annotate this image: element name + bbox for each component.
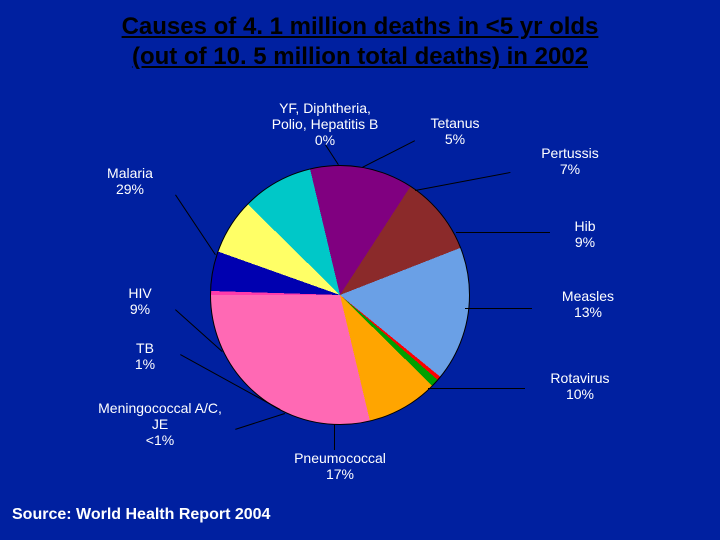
title-line2: (out of 10. 5 million total deaths) in 2…: [132, 43, 588, 70]
pie: [210, 165, 470, 425]
leader-line: [456, 232, 550, 233]
leader-line: [334, 424, 335, 450]
pie-label: YF, Diphtheria,Polio, Hepatitis B0%: [235, 100, 415, 148]
pie-label: Measles13%: [528, 288, 648, 320]
source-text: Source: World Health Report 2004: [12, 506, 270, 524]
slide: Causes of 4. 1 million deaths in <5 yr o…: [0, 0, 720, 540]
pie-label: Rotavirus10%: [520, 370, 640, 402]
leader-line: [415, 172, 510, 191]
pie-label: HIV9%: [100, 285, 180, 317]
pie-label: Meningococcal A/C,JE<1%: [60, 400, 260, 448]
leader-line: [465, 308, 532, 309]
pie-label: TB1%: [105, 340, 185, 372]
leader-line: [175, 194, 216, 255]
slide-title: Causes of 4. 1 million deaths in <5 yr o…: [0, 12, 720, 72]
pie-label: Tetanus5%: [405, 115, 505, 147]
pie-label: Pertussis7%: [510, 145, 630, 177]
title-line1: Causes of 4. 1 million deaths in <5 yr o…: [122, 13, 599, 40]
leader-line: [428, 388, 525, 389]
pie-label: Malaria29%: [80, 165, 180, 197]
pie-label: Pneumococcal17%: [250, 450, 430, 482]
pie-label: Hib9%: [545, 218, 625, 250]
